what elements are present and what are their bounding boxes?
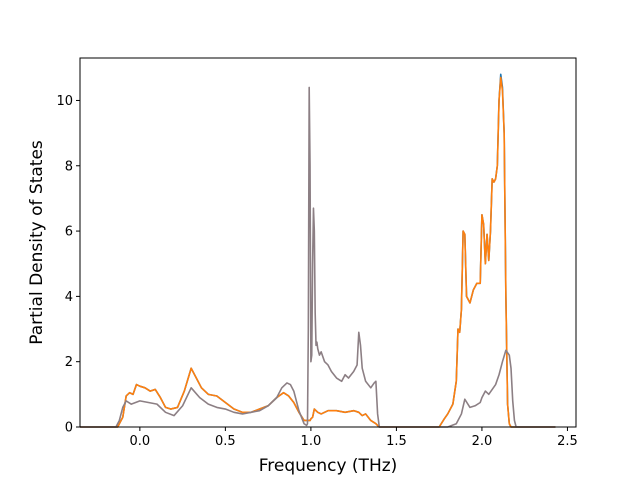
x-axis-label: Frequency (THz) bbox=[259, 456, 398, 476]
x-tick-label: 0.5 bbox=[215, 434, 236, 449]
series-line-3 bbox=[80, 86, 556, 428]
y-axis-ticks: 0 2 4 6 8 10 bbox=[56, 94, 80, 436]
y-tick-label: 2 bbox=[65, 355, 73, 370]
x-tick-label: 2.5 bbox=[557, 434, 578, 449]
x-tick-label: 1.0 bbox=[301, 434, 322, 449]
axes-frame bbox=[79, 57, 577, 428]
y-tick-label: 4 bbox=[65, 290, 73, 305]
series-line-2 bbox=[80, 76, 556, 428]
y-axis-label: Partial Density of States bbox=[27, 140, 47, 345]
series-layer bbox=[80, 73, 556, 428]
x-axis-ticks: 0.0 0.5 1.0 1.5 2.0 2.5 bbox=[130, 427, 578, 449]
x-tick-label: 2.0 bbox=[472, 434, 493, 449]
y-tick-label: 0 bbox=[65, 421, 73, 436]
y-tick-label: 10 bbox=[56, 94, 73, 109]
x-tick-label: 0.0 bbox=[130, 434, 151, 449]
x-tick-label: 1.5 bbox=[386, 434, 407, 449]
y-tick-label: 8 bbox=[65, 159, 73, 174]
y-tick-label: 6 bbox=[65, 225, 73, 240]
